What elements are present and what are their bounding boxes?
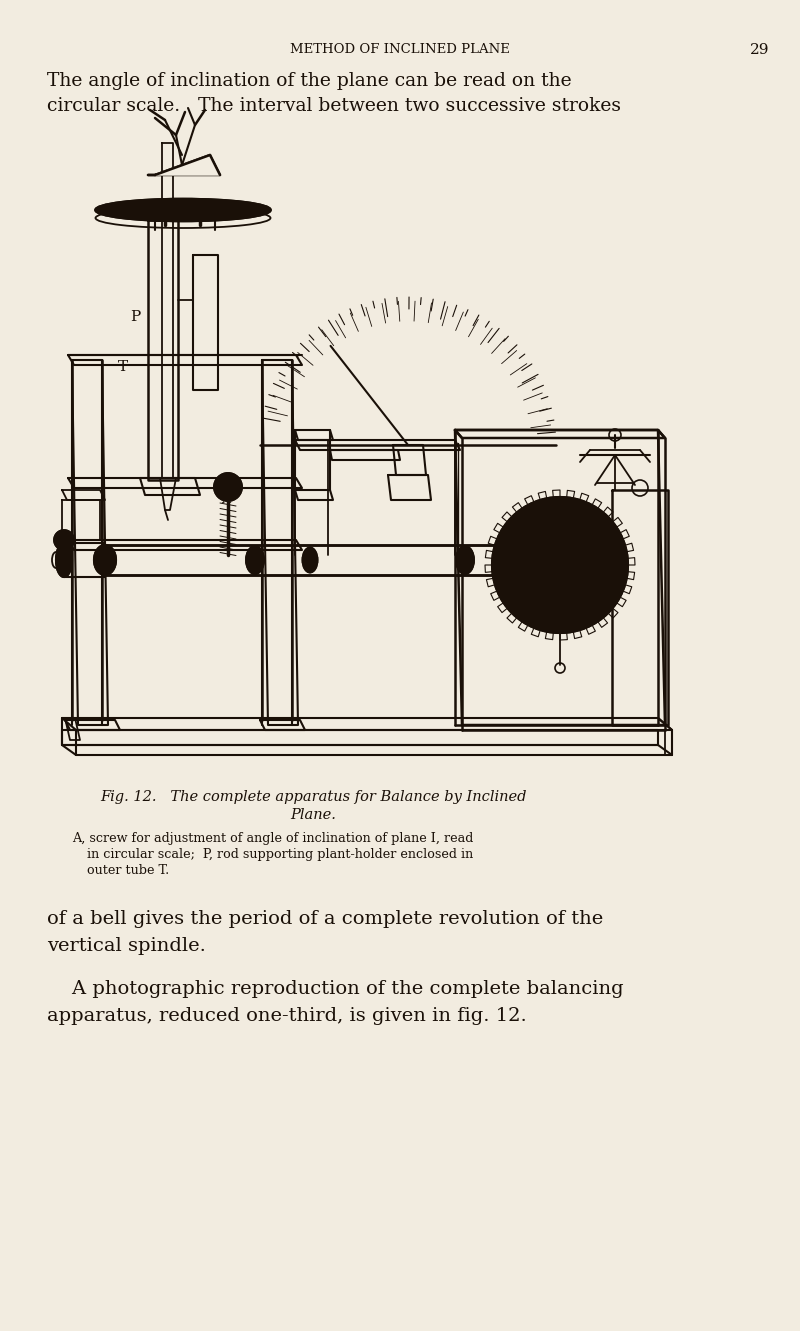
Text: apparatus, reduced one-third, is given in fig. 12.: apparatus, reduced one-third, is given i… bbox=[47, 1008, 526, 1025]
Circle shape bbox=[492, 496, 628, 634]
Ellipse shape bbox=[302, 547, 318, 572]
Ellipse shape bbox=[246, 546, 264, 574]
Text: T: T bbox=[118, 359, 128, 374]
Text: A photographic reproduction of the complete balancing: A photographic reproduction of the compl… bbox=[47, 980, 624, 998]
Text: A: A bbox=[221, 492, 230, 506]
Text: 29: 29 bbox=[750, 43, 770, 57]
Ellipse shape bbox=[56, 543, 72, 578]
Text: A, screw for adjustment of angle of inclination of plane I, read: A, screw for adjustment of angle of incl… bbox=[72, 832, 474, 845]
Text: The angle of inclination of the plane can be read on the: The angle of inclination of the plane ca… bbox=[47, 72, 572, 91]
Circle shape bbox=[214, 473, 242, 500]
Ellipse shape bbox=[94, 544, 116, 575]
Text: P: P bbox=[130, 310, 140, 323]
Text: outer tube T.: outer tube T. bbox=[87, 864, 170, 877]
Text: circular scale.   The interval between two successive strokes: circular scale. The interval between two… bbox=[47, 97, 621, 114]
Text: of a bell gives the period of a complete revolution of the: of a bell gives the period of a complete… bbox=[47, 910, 603, 928]
Text: in circular scale;  P, rod supporting plant-holder enclosed in: in circular scale; P, rod supporting pla… bbox=[87, 848, 474, 861]
Polygon shape bbox=[148, 154, 220, 174]
Text: Fig. 12.   The complete apparatus for Balance by Inclined: Fig. 12. The complete apparatus for Bala… bbox=[100, 791, 526, 804]
Text: vertical spindle.: vertical spindle. bbox=[47, 937, 206, 956]
Ellipse shape bbox=[522, 547, 538, 574]
Text: METHOD OF INCLINED PLANE: METHOD OF INCLINED PLANE bbox=[290, 43, 510, 56]
Text: Plane.: Plane. bbox=[290, 808, 336, 823]
Ellipse shape bbox=[456, 546, 474, 574]
Circle shape bbox=[54, 530, 74, 550]
Ellipse shape bbox=[95, 200, 270, 221]
Bar bbox=[55, 110, 695, 775]
